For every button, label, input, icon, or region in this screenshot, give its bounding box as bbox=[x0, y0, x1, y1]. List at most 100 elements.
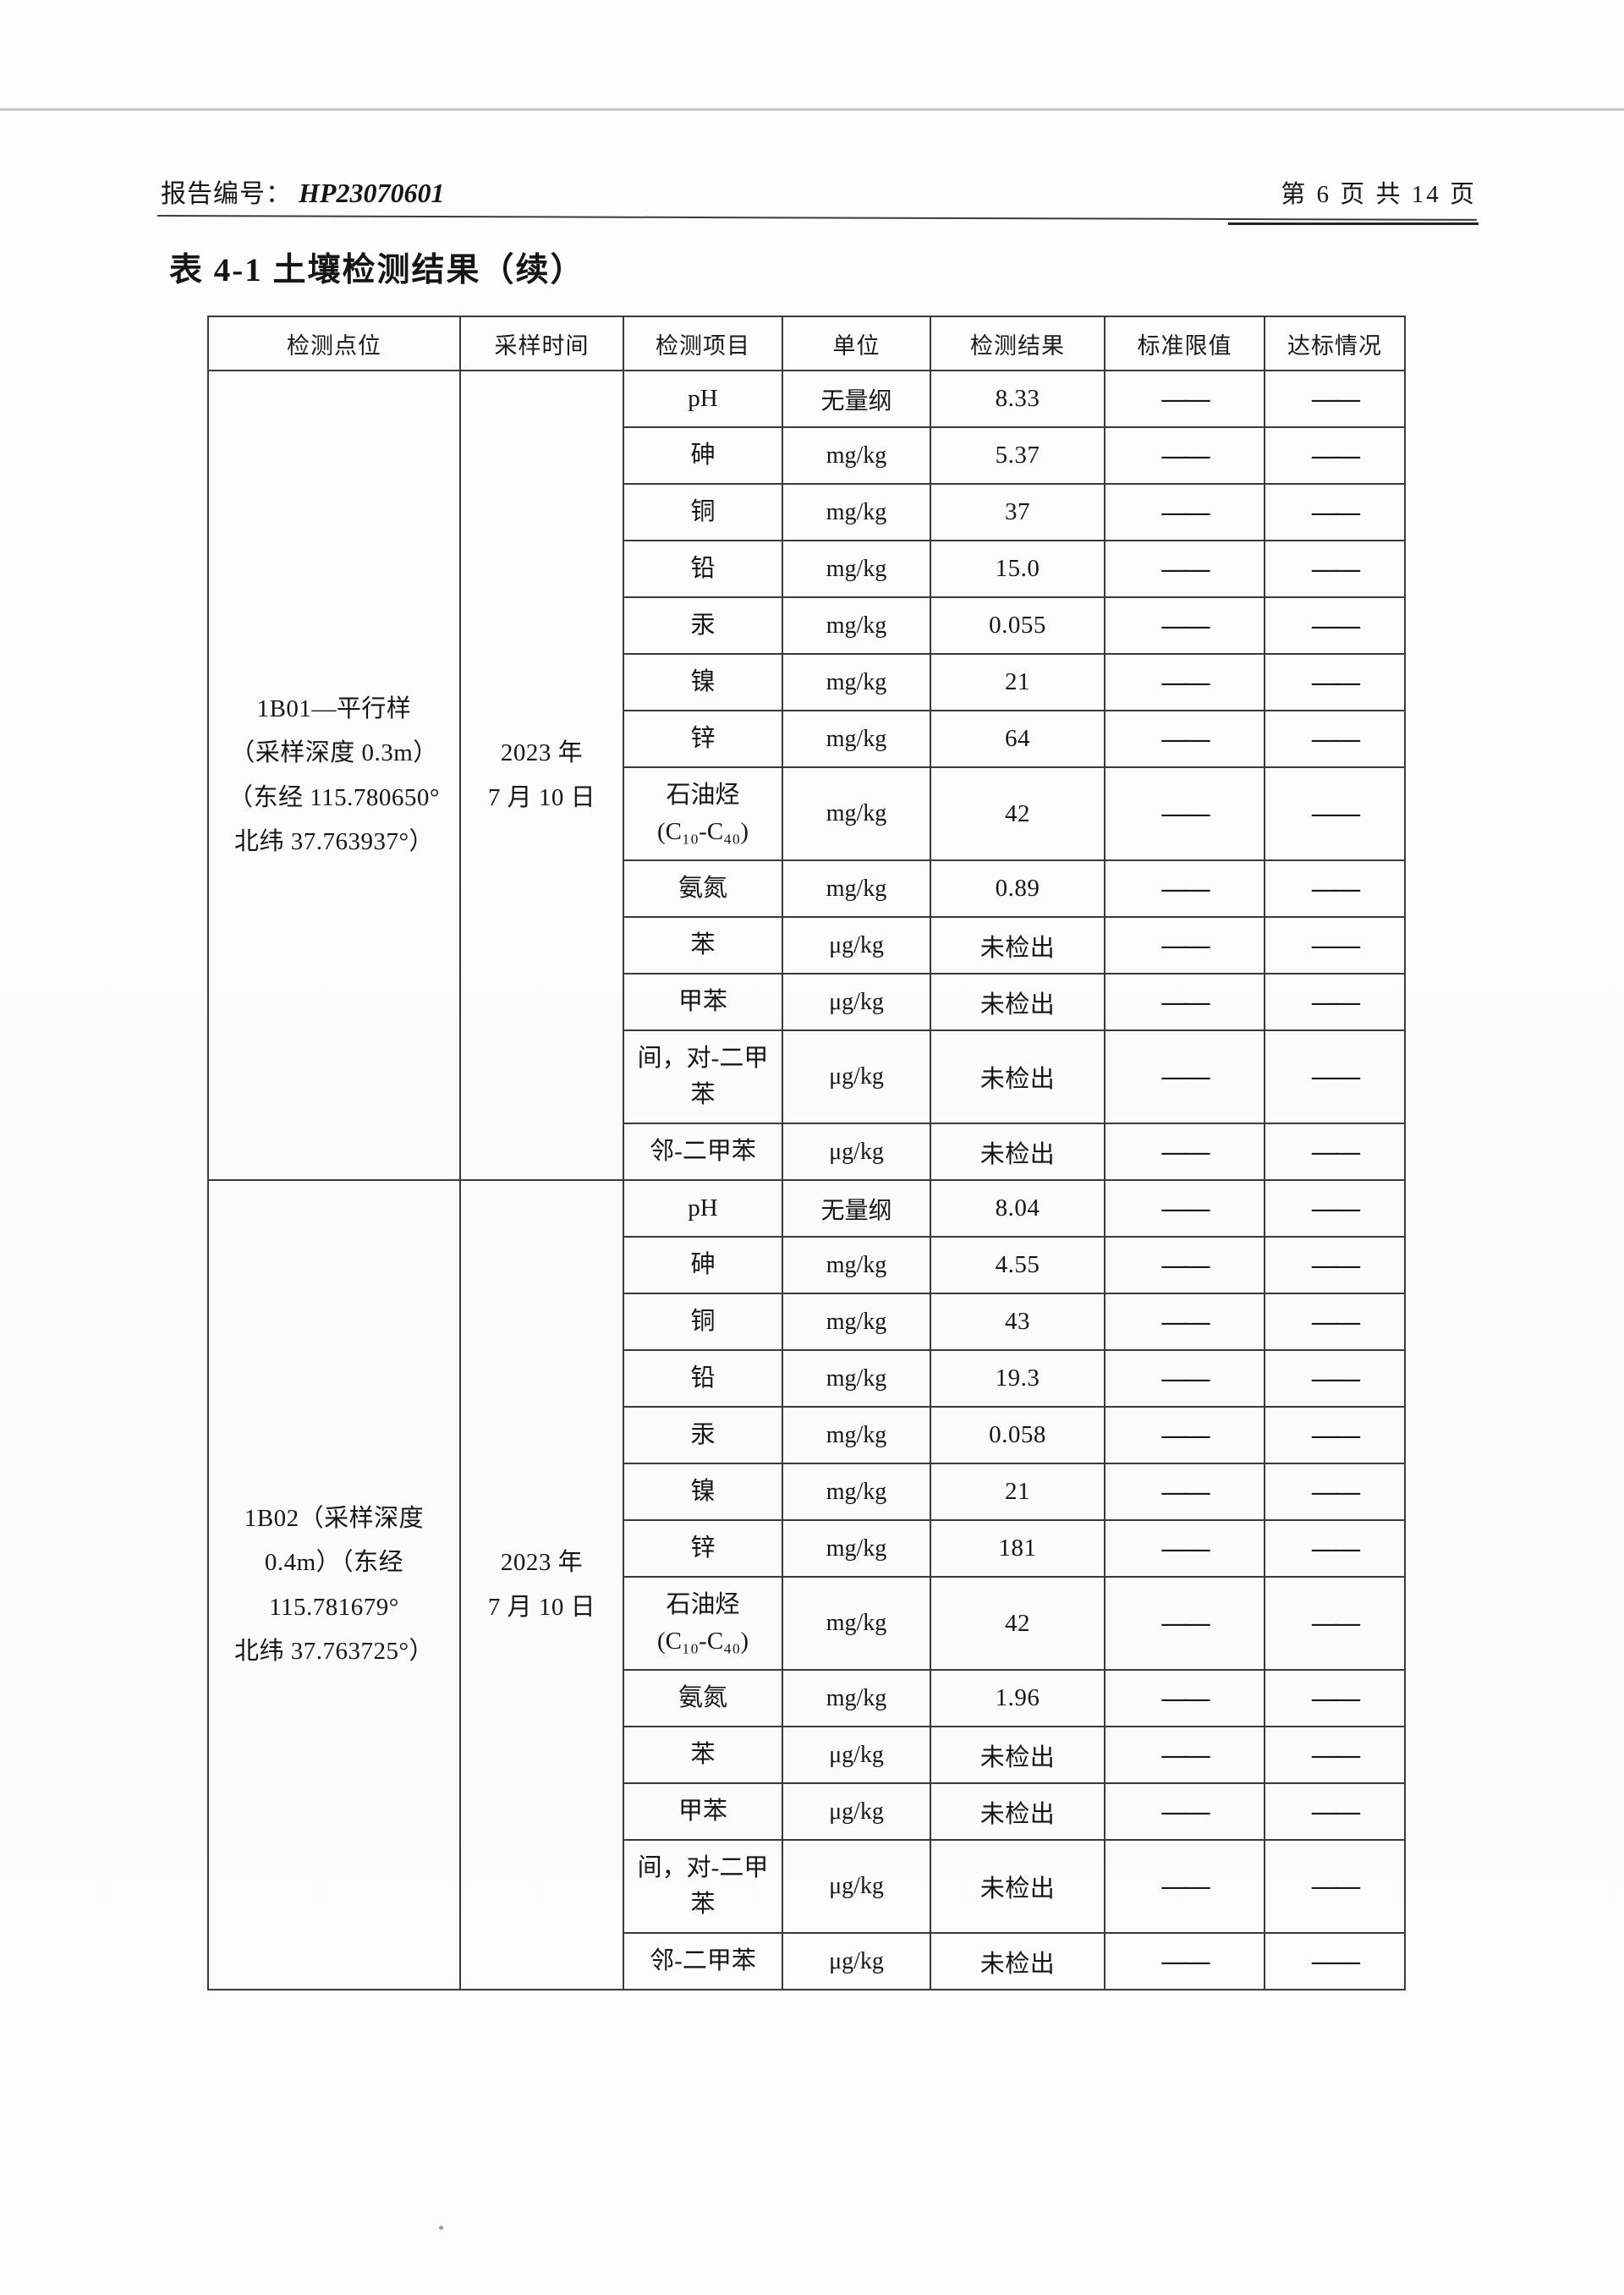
report-number-label: 报告编号： bbox=[161, 180, 292, 208]
standard-limit-cell: —— bbox=[1104, 1932, 1265, 1990]
table-row: 石油烃 (C₁₀-C₄₀) mg/kg 42 —— —— bbox=[208, 766, 1406, 861]
unit-cell: μg/kg bbox=[782, 973, 931, 1031]
table-row: 氨氮 mg/kg 0.89 —— —— bbox=[208, 859, 1406, 918]
header-rule bbox=[156, 215, 1477, 221]
item-cell: 邻-二甲苯 bbox=[623, 1932, 783, 1990]
result-cell: 未检出 bbox=[930, 1726, 1106, 1784]
item-cell: 铅 bbox=[623, 540, 783, 598]
standard-limit-cell: —— bbox=[1104, 1519, 1265, 1578]
compliance-cell: —— bbox=[1264, 1406, 1406, 1464]
soil-results-table: 检测点位 采样时间 检测项目 单位 检测结果 标准限值 达标情况 1B01—平行… bbox=[207, 316, 1406, 1990]
table-row: 甲苯 μg/kg 未检出 —— —— bbox=[208, 973, 1406, 1031]
unit-cell: 无量纲 bbox=[782, 1179, 931, 1238]
result-cell: 42 bbox=[930, 766, 1106, 861]
table-row: 苯 μg/kg 未检出 —— —— bbox=[208, 1726, 1406, 1784]
unit-cell: mg/kg bbox=[782, 596, 931, 655]
result-cell: 43 bbox=[930, 1293, 1106, 1351]
unit-cell: μg/kg bbox=[782, 1123, 931, 1181]
compliance-cell: —— bbox=[1264, 1029, 1406, 1124]
result-cell: 4.55 bbox=[930, 1236, 1106, 1294]
compliance-cell: —— bbox=[1264, 1576, 1406, 1671]
compliance-cell: —— bbox=[1264, 766, 1406, 861]
result-cell: 1.96 bbox=[930, 1669, 1106, 1727]
standard-limit-cell: —— bbox=[1104, 1236, 1265, 1294]
unit-cell: mg/kg bbox=[782, 766, 931, 861]
item-cell: 汞 bbox=[623, 1406, 783, 1464]
result-cell: 0.058 bbox=[930, 1406, 1106, 1464]
unit-cell: μg/kg bbox=[782, 916, 931, 975]
item-cell: 汞 bbox=[623, 596, 783, 655]
compliance-cell: —— bbox=[1264, 859, 1406, 918]
compliance-cell: —— bbox=[1264, 1236, 1406, 1294]
item-cell: 苯 bbox=[623, 916, 783, 975]
table-row: 镍 mg/kg 21 —— —— bbox=[208, 653, 1406, 711]
unit-cell: mg/kg bbox=[782, 1576, 931, 1671]
item-cell: 氨氮 bbox=[623, 1669, 783, 1727]
standard-limit-cell: —— bbox=[1104, 426, 1265, 485]
item-cell: 氨氮 bbox=[623, 859, 783, 918]
scan-artifact-line bbox=[0, 108, 1624, 111]
compliance-cell: —— bbox=[1264, 1463, 1406, 1521]
standard-limit-cell: —— bbox=[1104, 1179, 1265, 1238]
result-cell: 未检出 bbox=[930, 973, 1106, 1031]
unit-cell: μg/kg bbox=[782, 1782, 931, 1841]
item-cell: 间，对-二甲苯 bbox=[623, 1029, 783, 1124]
table-row: 铜 mg/kg 43 —— —— bbox=[208, 1293, 1406, 1351]
unit-cell: mg/kg bbox=[782, 1463, 931, 1521]
item-cell: pH bbox=[623, 370, 783, 428]
location-cell: 1B02（采样深度 0.4m）（东经 115.781679° 北纬 37.763… bbox=[207, 1179, 461, 1990]
compliance-cell: —— bbox=[1264, 596, 1406, 655]
unit-cell: mg/kg bbox=[782, 1406, 931, 1464]
standard-limit-cell: —— bbox=[1104, 973, 1265, 1031]
result-cell: 8.33 bbox=[930, 370, 1106, 428]
item-cell: 锌 bbox=[623, 1519, 783, 1578]
standard-limit-cell: —— bbox=[1104, 916, 1265, 975]
table-body: 1B01—平行样 （采样深度 0.3m） （东经 115.780650° 北纬 … bbox=[207, 370, 1406, 1990]
table-row: 间，对-二甲苯 μg/kg 未检出 —— —— bbox=[208, 1839, 1406, 1934]
item-cell: 铜 bbox=[623, 1293, 783, 1351]
result-cell: 19.3 bbox=[930, 1349, 1106, 1408]
unit-cell: mg/kg bbox=[782, 710, 931, 768]
col-header-result: 检测结果 bbox=[930, 316, 1106, 371]
unit-cell: mg/kg bbox=[782, 540, 931, 598]
table-row: 镍 mg/kg 21 —— —— bbox=[208, 1463, 1406, 1521]
result-cell: 15.0 bbox=[930, 540, 1106, 598]
result-cell: 未检出 bbox=[930, 1782, 1106, 1841]
standard-limit-cell: —— bbox=[1104, 1463, 1265, 1521]
standard-limit-cell: —— bbox=[1104, 1029, 1265, 1124]
standard-limit-cell: —— bbox=[1104, 1123, 1265, 1181]
item-cell: 邻-二甲苯 bbox=[623, 1123, 783, 1181]
compliance-cell: —— bbox=[1264, 1349, 1406, 1408]
header-rule-right-segment bbox=[1228, 222, 1479, 225]
compliance-cell: —— bbox=[1264, 540, 1406, 598]
standard-limit-cell: —— bbox=[1104, 766, 1265, 861]
result-cell: 8.04 bbox=[930, 1179, 1106, 1238]
compliance-cell: —— bbox=[1264, 483, 1406, 541]
unit-cell: mg/kg bbox=[782, 483, 931, 541]
table-row: 锌 mg/kg 181 —— —— bbox=[208, 1519, 1406, 1578]
col-header-sample-time: 采样时间 bbox=[459, 316, 624, 371]
compliance-cell: —— bbox=[1264, 1179, 1406, 1238]
standard-limit-cell: —— bbox=[1104, 596, 1265, 655]
standard-limit-cell: —— bbox=[1104, 1349, 1265, 1408]
item-cell: 锌 bbox=[623, 710, 783, 768]
document-header: 报告编号： HP23070601 第 6 页 共 14 页 bbox=[161, 173, 1477, 210]
report-number-line: 报告编号： HP23070601 bbox=[161, 173, 444, 210]
unit-cell: μg/kg bbox=[782, 1029, 931, 1124]
standard-limit-cell: —— bbox=[1104, 1576, 1265, 1671]
standard-limit-cell: —— bbox=[1104, 370, 1265, 428]
result-cell: 未检出 bbox=[930, 916, 1106, 975]
table-row: 邻-二甲苯 μg/kg 未检出 —— —— bbox=[208, 1123, 1406, 1181]
table-row: 苯 μg/kg 未检出 —— —— bbox=[208, 916, 1406, 975]
compliance-cell: —— bbox=[1264, 653, 1406, 711]
standard-limit-cell: —— bbox=[1104, 1839, 1265, 1934]
table-row: 砷 mg/kg 4.55 —— —— bbox=[208, 1236, 1406, 1294]
item-cell: 甲苯 bbox=[623, 1782, 783, 1841]
compliance-cell: —— bbox=[1264, 1669, 1406, 1727]
table-row: 邻-二甲苯 μg/kg 未检出 —— —— bbox=[208, 1932, 1406, 1990]
compliance-cell: —— bbox=[1264, 1839, 1406, 1934]
unit-cell: 无量纲 bbox=[782, 370, 931, 428]
compliance-cell: —— bbox=[1264, 426, 1406, 485]
compliance-cell: —— bbox=[1264, 916, 1406, 975]
